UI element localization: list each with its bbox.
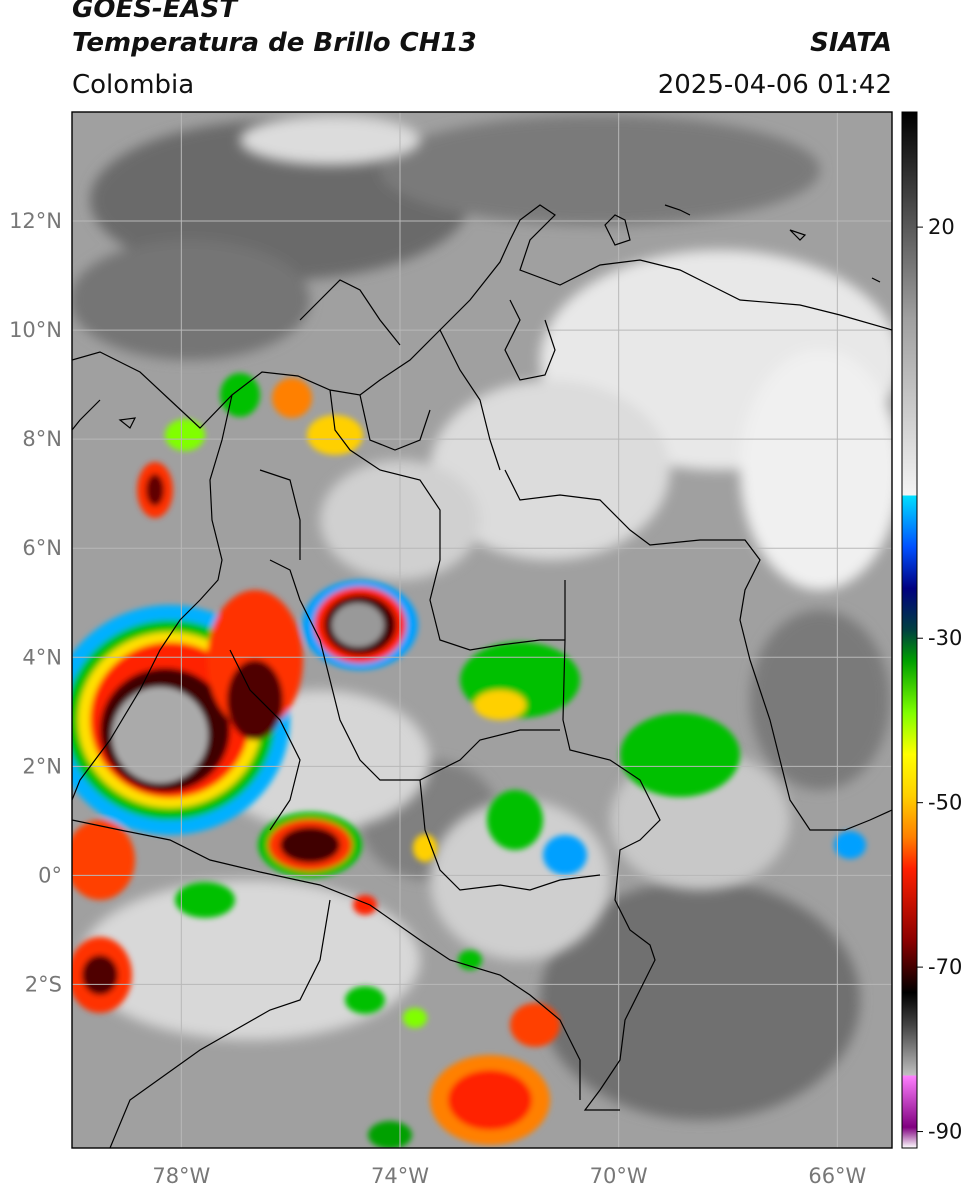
lat-tick-label: 4°N	[22, 645, 62, 669]
timestamp-label: 2025-04-06 01:42	[657, 70, 892, 100]
longitude-labels: 78°W 74°W 70°W 66°W	[152, 1164, 866, 1188]
colorbar-ticks: 20 -30 -50 -70 -90	[917, 215, 962, 1144]
imagery-layer	[72, 112, 892, 1148]
storm-cells	[72, 373, 866, 1148]
lat-tick-label: 12°N	[9, 209, 62, 233]
colorbar-tick-label: -70	[928, 955, 962, 979]
lat-tick-label: 2°S	[25, 972, 62, 996]
product-title: Temperatura de Brillo CH13	[72, 28, 477, 58]
region-label: Colombia	[72, 70, 195, 100]
colorbar-gradient	[901, 111, 918, 1149]
colorbar-tick-label: -90	[928, 1120, 962, 1144]
map-frame	[71, 111, 893, 1149]
satellite-title: GOES-EAST	[72, 0, 238, 24]
lat-tick-label: 10°N	[9, 318, 62, 342]
lat-tick-label: 8°N	[22, 427, 62, 451]
lon-tick-label: 66°W	[808, 1164, 866, 1188]
country-boundaries	[72, 204, 892, 1148]
lon-tick-label: 74°W	[371, 1164, 429, 1188]
latitude-labels: 12°N 10°N 8°N 6°N 4°N 2°N 0° 2°S	[9, 209, 62, 996]
lat-tick-label: 2°N	[22, 754, 62, 778]
lon-tick-label: 70°W	[590, 1164, 648, 1188]
lat-tick-label: 0°	[38, 863, 62, 887]
gridlines	[72, 112, 892, 1148]
lat-tick-label: 6°N	[22, 536, 62, 560]
colorbar: 20 -30 -50 -70 -90	[901, 111, 962, 1149]
colorbar-tick-label: -30	[928, 626, 962, 650]
organization-label: SIATA	[810, 28, 892, 58]
colorbar-tick-label: 20	[928, 215, 955, 239]
lon-tick-label: 78°W	[152, 1164, 210, 1188]
colorbar-tick-label: -50	[928, 791, 962, 815]
